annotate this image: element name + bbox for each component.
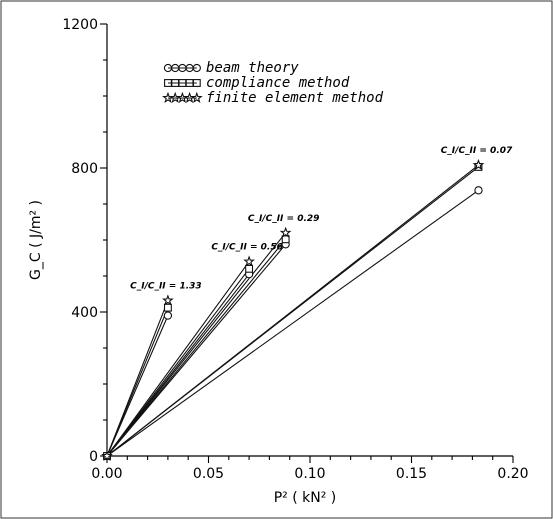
axis-ticks: 0.00 0.05 0.10 0.15 0.20 0 400 800 1200 <box>62 17 528 482</box>
ratio-annotation: C_I/C_II = 0.07 <box>441 146 513 156</box>
x-tick-label: 0.05 <box>193 466 224 482</box>
data-point-marker <box>474 186 483 195</box>
y-tick-label: 400 <box>71 305 98 321</box>
x-tick-label: 0.00 <box>91 466 122 482</box>
origin-marker <box>101 449 113 462</box>
x-tick-label: 0.10 <box>294 466 325 482</box>
data-point-marker <box>243 255 255 267</box>
x-tick-label: 0.15 <box>396 466 427 482</box>
legend-label: compliance method <box>206 75 350 91</box>
ratio-annotations: C_I/C_II = 1.33 C_I/C_II = 0.56 C_I/C_II =… <box>130 146 513 291</box>
data-point-marker <box>163 303 172 312</box>
y-axis-label: G_C ( J/m² ) <box>28 200 44 280</box>
x-axis-label: P² ( kN² ) <box>274 490 337 506</box>
data-point-marker <box>162 294 174 306</box>
data-point-marker <box>281 235 290 244</box>
y-tick-label: 800 <box>71 161 98 177</box>
legend-label: beam theory <box>206 60 299 76</box>
series-line <box>106 268 250 457</box>
series-lines <box>106 164 479 457</box>
series-markers <box>101 158 485 462</box>
ratio-annotation: C_I/C_II = 0.56 <box>211 243 283 253</box>
series-line <box>106 189 479 457</box>
ratio-annotation: C_I/C_II = 1.33 <box>130 281 202 291</box>
series-line <box>106 300 169 457</box>
data-point-marker <box>245 264 254 273</box>
y-tick-label: 0 <box>89 449 98 465</box>
ratio-annotation: C_I/C_II = 0.29 <box>248 214 320 224</box>
data-point-marker <box>279 226 292 238</box>
data-point-marker <box>472 158 485 171</box>
series-line <box>106 164 479 457</box>
data-point-marker <box>163 311 173 320</box>
series-line <box>106 232 287 457</box>
legend-label: finite element method <box>206 90 384 106</box>
x-tick-label: 0.20 <box>497 466 528 482</box>
series-line <box>106 261 250 457</box>
series-line <box>106 238 287 457</box>
y-tick-label: 1200 <box>62 17 98 33</box>
